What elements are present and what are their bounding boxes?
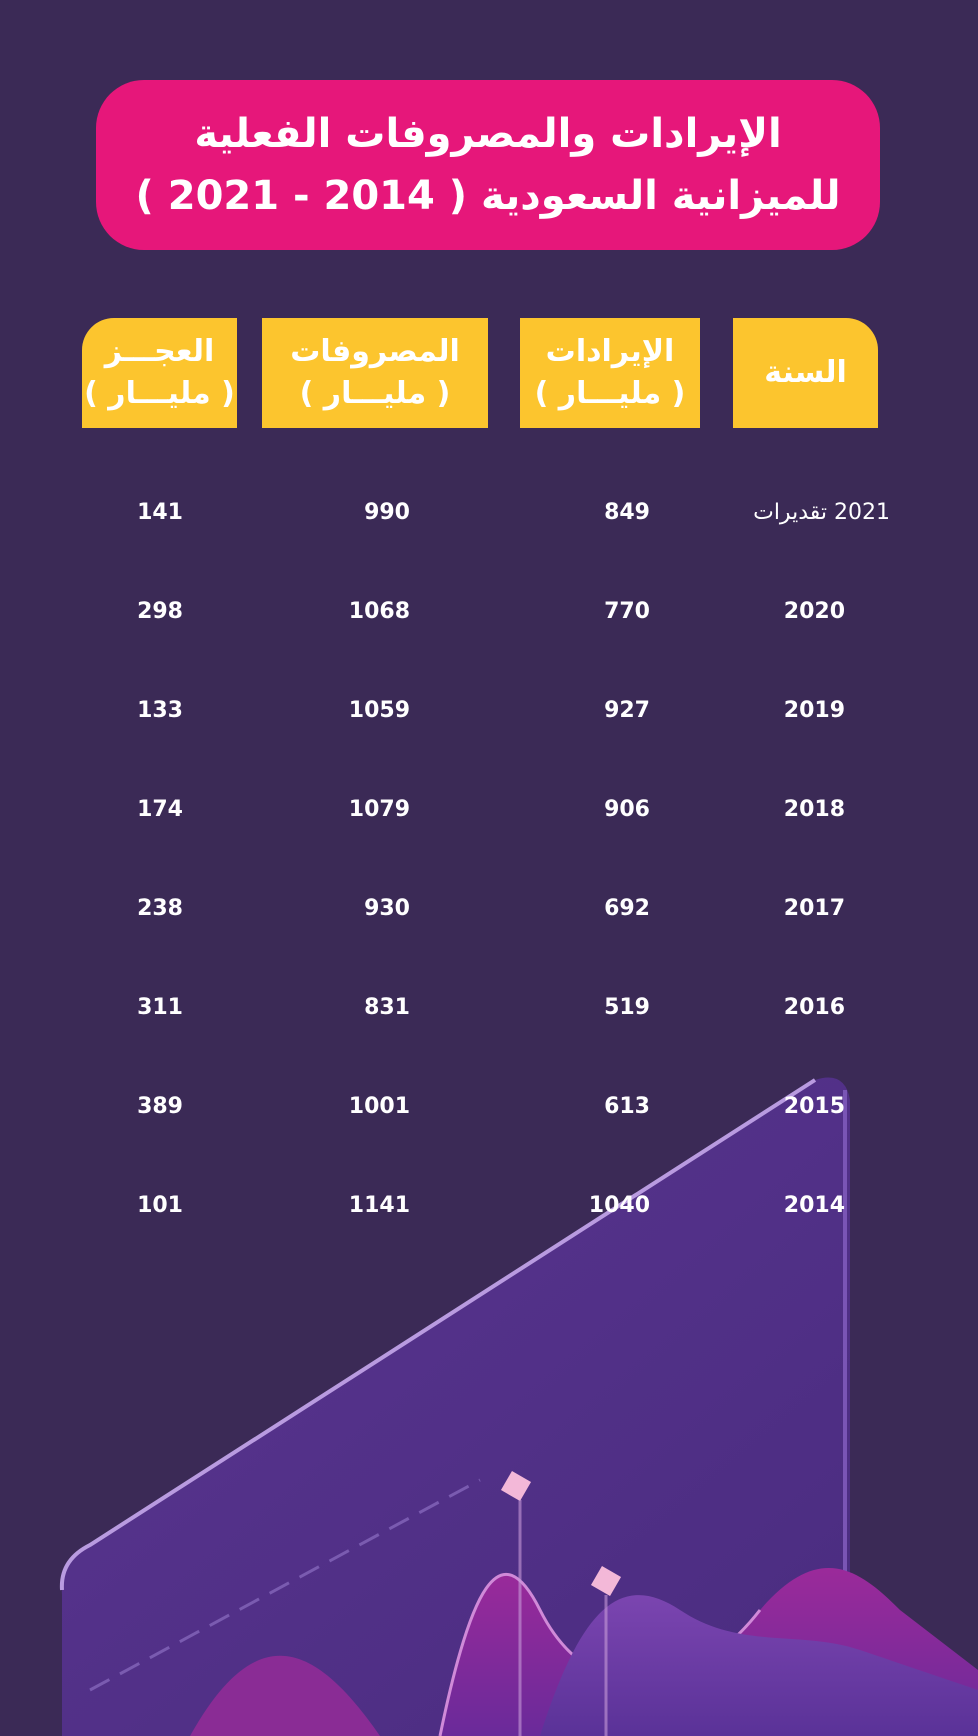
table-row: 2014 1040 1141 101: [0, 1193, 978, 1233]
page-title: الإيرادات والمصروفات الفعلية للميزانية ا…: [96, 80, 880, 250]
year-cell: 2020: [783, 599, 845, 624]
header-revenue-unit: ( مليـــار ): [534, 376, 686, 411]
revenue-cell: 906: [604, 797, 650, 822]
table-row: 2021 تقديرات 849 990 141: [0, 500, 978, 540]
revenue-cell: 519: [604, 995, 650, 1020]
expenses-cell: 1068: [348, 599, 410, 624]
year-cell: 2017: [783, 896, 845, 921]
header-revenue: الإيرادات ( مليـــار ): [520, 318, 700, 428]
expenses-cell: 1079: [348, 797, 410, 822]
year-cell: 2016: [783, 995, 845, 1020]
table-row: 2019 927 1059 133: [0, 698, 978, 738]
deficit-cell: 141: [137, 500, 183, 525]
header-year: السنة: [733, 318, 878, 428]
table-row: 2018 906 1079 174: [0, 797, 978, 837]
table-row: 2017 692 930 238: [0, 896, 978, 936]
header-revenue-label: الإيرادات: [545, 334, 675, 369]
revenue-cell: 770: [604, 599, 650, 624]
expenses-cell: 930: [364, 896, 410, 921]
header-year-label: السنة: [764, 355, 847, 390]
expenses-cell: 1001: [348, 1094, 410, 1119]
expenses-cell: 1141: [348, 1193, 410, 1218]
table-row: 2016 519 831 311: [0, 995, 978, 1035]
deficit-cell: 101: [137, 1193, 183, 1218]
year-cell: 2018: [783, 797, 845, 822]
revenue-cell: 927: [604, 698, 650, 723]
revenue-cell: 613: [604, 1094, 650, 1119]
deficit-cell: 311: [137, 995, 183, 1020]
expenses-cell: 831: [364, 995, 410, 1020]
title-line-1: الإيرادات والمصروفات الفعلية: [194, 111, 782, 157]
expenses-cell: 990: [364, 500, 410, 525]
table-row: 2015 613 1001 389: [0, 1094, 978, 1134]
table-row: 2020 770 1068 298: [0, 599, 978, 639]
revenue-cell: 692: [604, 896, 650, 921]
decorative-chart-illustration: [59, 1077, 978, 1736]
header-expenses-label: المصروفات: [290, 334, 460, 369]
header-deficit: العجـــز ( مليـــار ): [82, 318, 237, 428]
title-line-2: للميزانية السعودية ( 2014 - 2021 ): [135, 173, 841, 219]
deficit-cell: 174: [137, 797, 183, 822]
revenue-cell: 1040: [588, 1193, 650, 1218]
header-expenses: المصروفات ( مليـــار ): [262, 318, 488, 428]
expenses-cell: 1059: [348, 698, 410, 723]
revenue-cell: 849: [604, 500, 650, 525]
year-cell: 2015: [783, 1094, 845, 1119]
deficit-cell: 298: [137, 599, 183, 624]
year-cell: 2014: [783, 1193, 845, 1218]
deficit-cell: 133: [137, 698, 183, 723]
year-cell: 2021 تقديرات: [753, 500, 890, 525]
deficit-cell: 238: [137, 896, 183, 921]
year-cell: 2019: [783, 698, 845, 723]
header-expenses-unit: ( مليـــار ): [299, 376, 451, 411]
header-deficit-label: العجـــز: [104, 334, 215, 369]
deficit-cell: 389: [137, 1094, 183, 1119]
header-deficit-unit: ( مليـــار ): [84, 376, 235, 411]
